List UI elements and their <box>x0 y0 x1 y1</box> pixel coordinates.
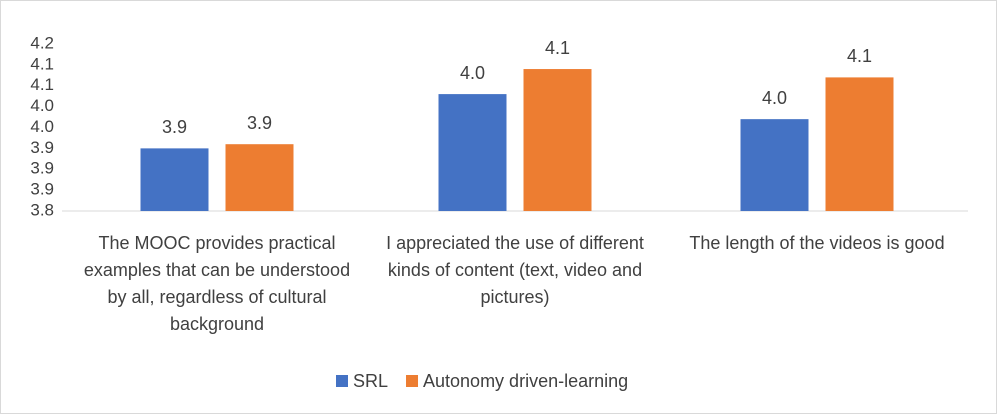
y-tick-label: 3.9 <box>30 180 54 199</box>
legend-label: Autonomy driven-learning <box>423 371 628 391</box>
x-tick-label: I appreciated the use of different kinds… <box>386 233 644 307</box>
y-tick-label: 3.9 <box>30 138 54 157</box>
y-tick-label: 3.8 <box>30 200 54 219</box>
bar <box>225 144 294 211</box>
bar <box>140 148 209 211</box>
bar <box>523 69 592 211</box>
y-tick-label: 4.1 <box>30 75 54 94</box>
data-label: 4.1 <box>847 46 872 66</box>
x-tick-label: The length of the videos is good <box>689 233 945 253</box>
y-tick-label: 4.1 <box>30 54 54 73</box>
y-tick-label: 4.0 <box>30 96 54 115</box>
data-label: 4.1 <box>545 38 570 58</box>
legend-label: SRL <box>353 371 388 391</box>
data-label: 4.0 <box>460 63 485 83</box>
data-label: 3.9 <box>162 117 187 137</box>
y-tick-label: 3.9 <box>30 159 54 178</box>
bar <box>438 94 507 211</box>
data-label: 4.0 <box>762 88 787 108</box>
y-tick-label: 4.2 <box>30 33 54 52</box>
legend-swatch <box>406 375 419 387</box>
data-label: 3.9 <box>247 113 272 133</box>
x-tick-label: The MOOC provides practical examples tha… <box>83 233 351 334</box>
bar <box>740 119 809 211</box>
y-tick-label: 4.0 <box>30 117 54 136</box>
bar <box>825 77 894 212</box>
legend-swatch <box>336 375 348 387</box>
